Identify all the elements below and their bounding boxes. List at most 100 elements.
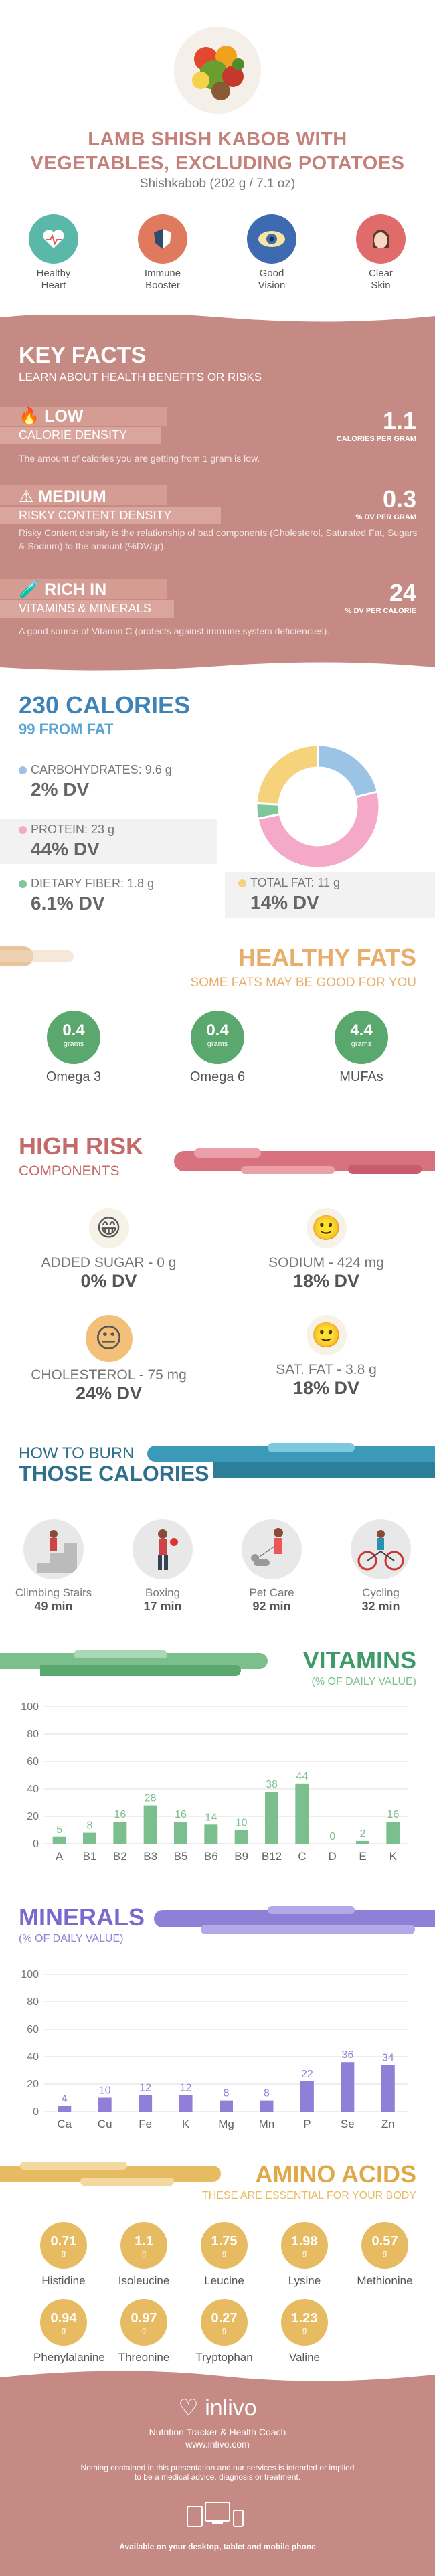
- fat-omega3: 0.4 grams Omega 3: [33, 1011, 114, 1085]
- x-tick-label: B12: [262, 1850, 282, 1863]
- fact-name: CALORIE DENSITY: [19, 428, 128, 442]
- high-risk-title: HIGH RISK: [19, 1132, 144, 1160]
- amino-isoleucine: 1.1 g Isoleucine: [114, 2222, 174, 2288]
- fact-desc: A good source of Vitamin C (protects aga…: [19, 626, 330, 636]
- name-band: [0, 427, 161, 444]
- bar-value-label: 10: [236, 1818, 248, 1829]
- x-tick-label: K: [182, 2118, 190, 2130]
- calories-section: 230 CALORIES 99 FROM FAT CARBOHYDRATES: …: [0, 673, 435, 944]
- page-title: LAMB SHISH KABOB WITH VEGETABLES, EXCLUD…: [30, 128, 405, 174]
- x-tick-label: Cu: [98, 2118, 112, 2130]
- x-tick-label: B2: [113, 1850, 127, 1863]
- bar-B6: [204, 1824, 218, 1844]
- donut-slice-fat: [255, 744, 319, 806]
- benefit-good-vision: Good Vision: [232, 214, 312, 292]
- nutrient-fiber: DIETARY FIBER: 1.8 g 6.1% DV: [0, 877, 214, 917]
- legend-dot: [19, 880, 27, 889]
- bar-B3: [143, 1805, 157, 1844]
- x-tick-label: A: [56, 1850, 64, 1863]
- fact-desc: Risky Content density is the relationshi…: [19, 527, 418, 551]
- x-tick-label: B3: [143, 1850, 157, 1863]
- bar-value-label: 36: [341, 2049, 353, 2061]
- bar-value-label: 8: [87, 1820, 93, 1832]
- footer-url[interactable]: www.inlivo.com: [185, 2439, 250, 2450]
- bar-B1: [83, 1832, 96, 1844]
- bar-B5: [174, 1822, 187, 1844]
- x-tick-label: P: [303, 2118, 311, 2130]
- x-tick-label: Mn: [259, 2118, 275, 2130]
- bar-value-label: 12: [139, 2082, 151, 2093]
- y-tick-label: 0: [33, 1838, 39, 1850]
- availability-note: Available on your desktop, tablet and mo…: [119, 2542, 316, 2551]
- x-tick-label: B6: [204, 1850, 218, 1863]
- bar-value-label: 38: [266, 1779, 278, 1790]
- legend-dot: [238, 879, 246, 888]
- bar-value-label: 22: [301, 2069, 313, 2080]
- activity-pet-care: Pet Care 92 min: [228, 1519, 315, 1614]
- minerals-bar-chart: 0 20 40 60 80 100 4 Ca 10 Cu 12 Fe 12 K 8 Mg 8 Mn 22 P 36 Se 3…: [21, 1969, 408, 2130]
- x-tick-label: E: [359, 1850, 366, 1863]
- healthy-fats-section: HEALTHY FATS SOME FATS MAY BE GOOD FOR Y…: [0, 944, 435, 1144]
- total-calories: 230 CALORIES: [19, 691, 191, 719]
- food-image: [174, 27, 261, 114]
- benefit-immune-booster: Immune Booster: [122, 214, 203, 292]
- bar-A: [52, 1836, 66, 1844]
- amino-tryptophan: 0.27 g Tryptophan: [194, 2299, 254, 2365]
- burn-section: HOW TO BURN THOSE CALORIES Climbing Stai…: [0, 1443, 435, 1646]
- disclaimer: Nothing contained in this presentation a…: [80, 2463, 355, 2482]
- minerals-title: MINERALS: [19, 1903, 149, 1931]
- y-tick-label: 80: [27, 1996, 39, 2008]
- nutrient-total-fat: TOTAL FAT: 11 g 14% DV: [225, 872, 435, 918]
- bar-value-label: 0: [329, 1831, 335, 1842]
- decor-band: [268, 1906, 355, 1914]
- high-risk-section: HIGH RISK COMPONENTS 😁 ADDED SUGAR - 0 g…: [0, 1131, 435, 1446]
- x-tick-label: B9: [234, 1850, 248, 1863]
- header-section: LAMB SHISH KABOB WITH VEGETABLES, EXCLUD…: [0, 0, 435, 315]
- y-tick-label: 60: [27, 1756, 39, 1768]
- burn-title-line2: THOSE CALORIES: [19, 1462, 213, 1486]
- high-risk-subtitle: COMPONENTS: [19, 1163, 120, 1179]
- x-tick-label: C: [298, 1850, 306, 1863]
- decor-band: [194, 1148, 261, 1158]
- x-tick-label: K: [389, 1850, 398, 1863]
- fact-level-low: 🔥 LOW: [19, 407, 84, 426]
- bar-Cu: [98, 2097, 112, 2112]
- amino-title: AMINO ACIDS: [251, 2160, 416, 2188]
- x-tick-label: D: [329, 1850, 337, 1863]
- fact-name: VITAMINS & MINERALS: [19, 602, 151, 615]
- serving-size: Shishkabob (202 g / 7.1 oz): [139, 177, 296, 191]
- y-tick-label: 100: [21, 1701, 39, 1713]
- fact-level-rich: 🧪 RICH IN: [19, 580, 107, 599]
- footer: ♡ inlivo Nutrition Tracker & Health Coac…: [0, 2368, 435, 2576]
- level-band: [0, 407, 167, 426]
- bar-value-label: 8: [224, 2088, 230, 2099]
- smile-icon: 🙂: [306, 1315, 347, 1355]
- donut-slice-fiber: [255, 802, 281, 821]
- level-band: [0, 485, 167, 505]
- x-tick-label: Fe: [139, 2118, 152, 2130]
- fact-desc: The amount of calories you are getting f…: [19, 453, 260, 464]
- bar-value-label: 8: [264, 2088, 270, 2099]
- bar-E: [356, 1840, 369, 1844]
- minerals-section: MINERALS (% OF DAILY VALUE) 0 20 40 60 80 100…: [0, 1901, 435, 2155]
- amino-histidine: 0.71 g Histidine: [33, 2222, 94, 2288]
- decor-band: [201, 1462, 435, 1478]
- fact-value: 0.3: [382, 485, 416, 513]
- smile-icon: 😁: [88, 1208, 129, 1248]
- face-icon: [356, 214, 406, 264]
- brand-logo: ♡ inlivo: [178, 2395, 257, 2421]
- donut-slice-protein: [256, 790, 381, 869]
- healthy-fats-title: HEALTHY FATS: [238, 944, 416, 971]
- shield-icon: [138, 214, 187, 264]
- y-tick-label: 40: [27, 1784, 39, 1795]
- burn-title-line1: HOW TO BURN: [19, 1444, 139, 1463]
- bar-B2: [113, 1822, 127, 1844]
- level-band: [0, 579, 167, 599]
- bar-Zn: [381, 2065, 395, 2112]
- stairs-icon: [23, 1519, 84, 1579]
- fact-level-medium: ⚠ MEDIUM: [19, 487, 106, 506]
- minerals-subtitle: (% OF DAILY VALUE): [19, 1933, 124, 1944]
- bar-value-label: 34: [382, 2052, 394, 2063]
- x-tick-label: B5: [174, 1850, 188, 1863]
- bar-value-label: 5: [56, 1824, 62, 1836]
